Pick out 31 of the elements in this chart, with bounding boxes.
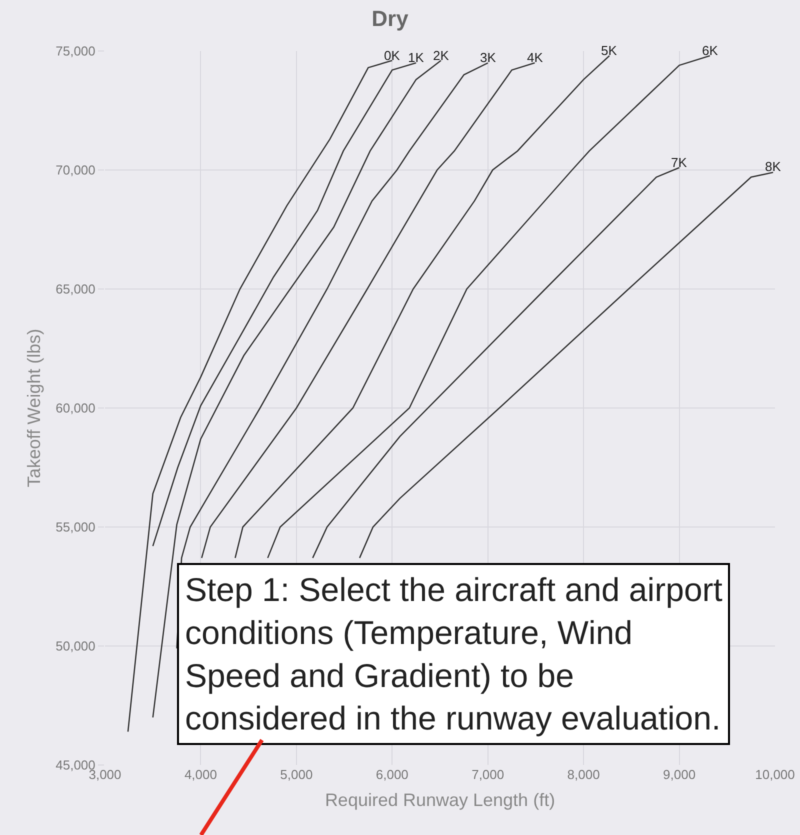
annotation: Step 1: Select the aircraft and airport conditions (Temperature, Wind Speed and Gradient) to be considered in the runway evaluation. bbox=[185, 571, 722, 737]
y-tick-label: 70,000 bbox=[56, 162, 96, 178]
y-tick-label: 45,000 bbox=[56, 758, 96, 773]
series-label: 2K bbox=[433, 48, 450, 63]
x-tick-label: 4,000 bbox=[184, 767, 217, 782]
line-series bbox=[312, 166, 680, 559]
x-tick-label: 9,000 bbox=[663, 767, 696, 782]
x-tick-label: 7,000 bbox=[472, 767, 504, 782]
y-tick-label: 55,000 bbox=[56, 520, 96, 535]
series-label: 7K bbox=[671, 155, 688, 170]
line-series bbox=[152, 62, 417, 547]
series-label: 4K bbox=[527, 50, 544, 65]
series-label: 6K bbox=[702, 43, 718, 58]
line-series bbox=[201, 62, 536, 559]
series-label: 8K bbox=[765, 159, 782, 174]
x-tick-label: 8,000 bbox=[567, 767, 600, 782]
x-tick-label: 5,000 bbox=[280, 767, 313, 782]
y-tick-label: 65,000 bbox=[56, 282, 96, 297]
series-label: 5K bbox=[601, 43, 618, 58]
chart-title: Dry bbox=[372, 6, 410, 32]
y-tick-label: 50,000 bbox=[56, 638, 96, 654]
y-tick-label: 60,000 bbox=[56, 400, 96, 416]
line-series bbox=[358, 172, 774, 559]
x-tick-label: 10,000 bbox=[755, 767, 795, 782]
y-axis-title: Takeoff Weight (lbs) bbox=[24, 328, 44, 488]
y-tick-label: 75,000 bbox=[56, 44, 96, 59]
series-label: 1K bbox=[408, 50, 424, 65]
x-tick-label: 6,000 bbox=[376, 767, 408, 782]
series-label: 3K bbox=[480, 50, 496, 65]
x-axis-title: Required Runway Length (ft) bbox=[324, 790, 556, 810]
series-label: 0K bbox=[384, 48, 400, 63]
